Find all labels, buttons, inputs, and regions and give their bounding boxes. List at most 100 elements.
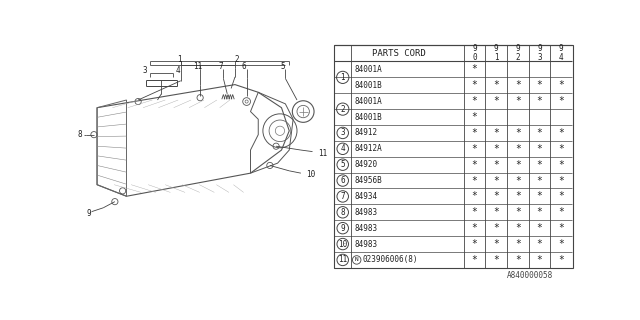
Text: 9
3: 9 3	[537, 44, 542, 62]
Text: *: *	[515, 144, 521, 154]
Text: 8: 8	[340, 208, 345, 217]
Text: *: *	[536, 239, 543, 249]
Text: *: *	[558, 191, 564, 201]
Text: *: *	[558, 80, 564, 90]
Text: *: *	[493, 96, 499, 106]
Text: 84983: 84983	[355, 240, 378, 249]
Text: *: *	[472, 64, 477, 75]
Text: *: *	[472, 207, 477, 217]
Text: *: *	[493, 176, 499, 186]
Text: 84920: 84920	[355, 160, 378, 169]
Text: 84934: 84934	[355, 192, 378, 201]
Text: 84983: 84983	[355, 208, 378, 217]
Text: 84001B: 84001B	[355, 113, 382, 122]
Text: *: *	[515, 255, 521, 265]
Text: *: *	[493, 144, 499, 154]
Text: *: *	[493, 80, 499, 90]
Text: 84001A: 84001A	[355, 97, 382, 106]
Text: 84983: 84983	[355, 224, 378, 233]
Text: *: *	[515, 223, 521, 233]
Text: *: *	[536, 96, 543, 106]
Text: 11: 11	[338, 255, 348, 264]
Text: *: *	[558, 255, 564, 265]
Text: 9
2: 9 2	[516, 44, 520, 62]
Text: *: *	[558, 223, 564, 233]
Text: *: *	[472, 191, 477, 201]
Text: N: N	[355, 257, 358, 262]
Text: *: *	[536, 144, 543, 154]
Text: *: *	[515, 96, 521, 106]
Text: *: *	[472, 112, 477, 122]
Text: 023906006(8): 023906006(8)	[363, 255, 419, 264]
Text: 84912: 84912	[355, 128, 378, 137]
Text: *: *	[493, 191, 499, 201]
Text: *: *	[493, 160, 499, 170]
Text: *: *	[493, 255, 499, 265]
Text: *: *	[515, 80, 521, 90]
Bar	[334, 44, 573, 268]
Text: 10: 10	[338, 240, 348, 249]
Text: *: *	[558, 128, 564, 138]
Text: *: *	[536, 128, 543, 138]
Text: 6: 6	[242, 62, 246, 71]
Text: *: *	[536, 191, 543, 201]
Text: *: *	[558, 176, 564, 186]
Text: 84912A: 84912A	[355, 144, 382, 153]
Text: 8: 8	[77, 130, 83, 139]
Text: *: *	[472, 128, 477, 138]
Text: *: *	[493, 223, 499, 233]
Text: 9
4: 9 4	[559, 44, 564, 62]
Text: *: *	[558, 239, 564, 249]
Text: 4: 4	[175, 66, 180, 75]
Text: *: *	[515, 207, 521, 217]
Text: *: *	[472, 223, 477, 233]
Text: 3: 3	[142, 66, 147, 75]
Text: 11: 11	[318, 148, 327, 158]
Text: *: *	[493, 128, 499, 138]
Text: 9: 9	[86, 210, 91, 219]
Text: 3: 3	[340, 128, 345, 137]
Text: *: *	[472, 96, 477, 106]
Text: 1: 1	[340, 73, 345, 82]
Text: *: *	[558, 207, 564, 217]
Text: *: *	[472, 160, 477, 170]
Text: *: *	[493, 207, 499, 217]
Text: 4: 4	[340, 144, 345, 153]
Text: *: *	[536, 160, 543, 170]
Text: *: *	[558, 96, 564, 106]
Text: *: *	[536, 223, 543, 233]
Text: *: *	[472, 255, 477, 265]
Text: *: *	[536, 255, 543, 265]
Text: 84001A: 84001A	[355, 65, 382, 74]
Text: *: *	[472, 176, 477, 186]
Text: *: *	[515, 239, 521, 249]
Text: 9
0: 9 0	[472, 44, 477, 62]
Text: 5: 5	[281, 62, 285, 71]
Text: *: *	[558, 160, 564, 170]
Text: 2: 2	[340, 105, 345, 114]
Text: 84001B: 84001B	[355, 81, 382, 90]
Text: 6: 6	[340, 176, 345, 185]
Text: A840000058: A840000058	[506, 271, 553, 280]
Text: 9: 9	[340, 224, 345, 233]
Text: *: *	[515, 191, 521, 201]
Text: *: *	[536, 176, 543, 186]
Text: 9
1: 9 1	[494, 44, 499, 62]
Text: *: *	[472, 80, 477, 90]
Text: 84956B: 84956B	[355, 176, 382, 185]
Text: *: *	[536, 80, 543, 90]
Text: *: *	[493, 239, 499, 249]
Text: 10: 10	[307, 170, 316, 179]
Text: *: *	[515, 128, 521, 138]
Text: *: *	[472, 239, 477, 249]
Text: *: *	[558, 144, 564, 154]
Text: 2: 2	[234, 55, 239, 64]
Text: 5: 5	[340, 160, 345, 169]
Text: 7: 7	[219, 62, 223, 71]
Text: 1: 1	[177, 55, 182, 64]
Text: *: *	[515, 160, 521, 170]
Text: *: *	[515, 176, 521, 186]
Text: 11: 11	[193, 62, 202, 71]
Text: 7: 7	[340, 192, 345, 201]
Text: *: *	[472, 144, 477, 154]
